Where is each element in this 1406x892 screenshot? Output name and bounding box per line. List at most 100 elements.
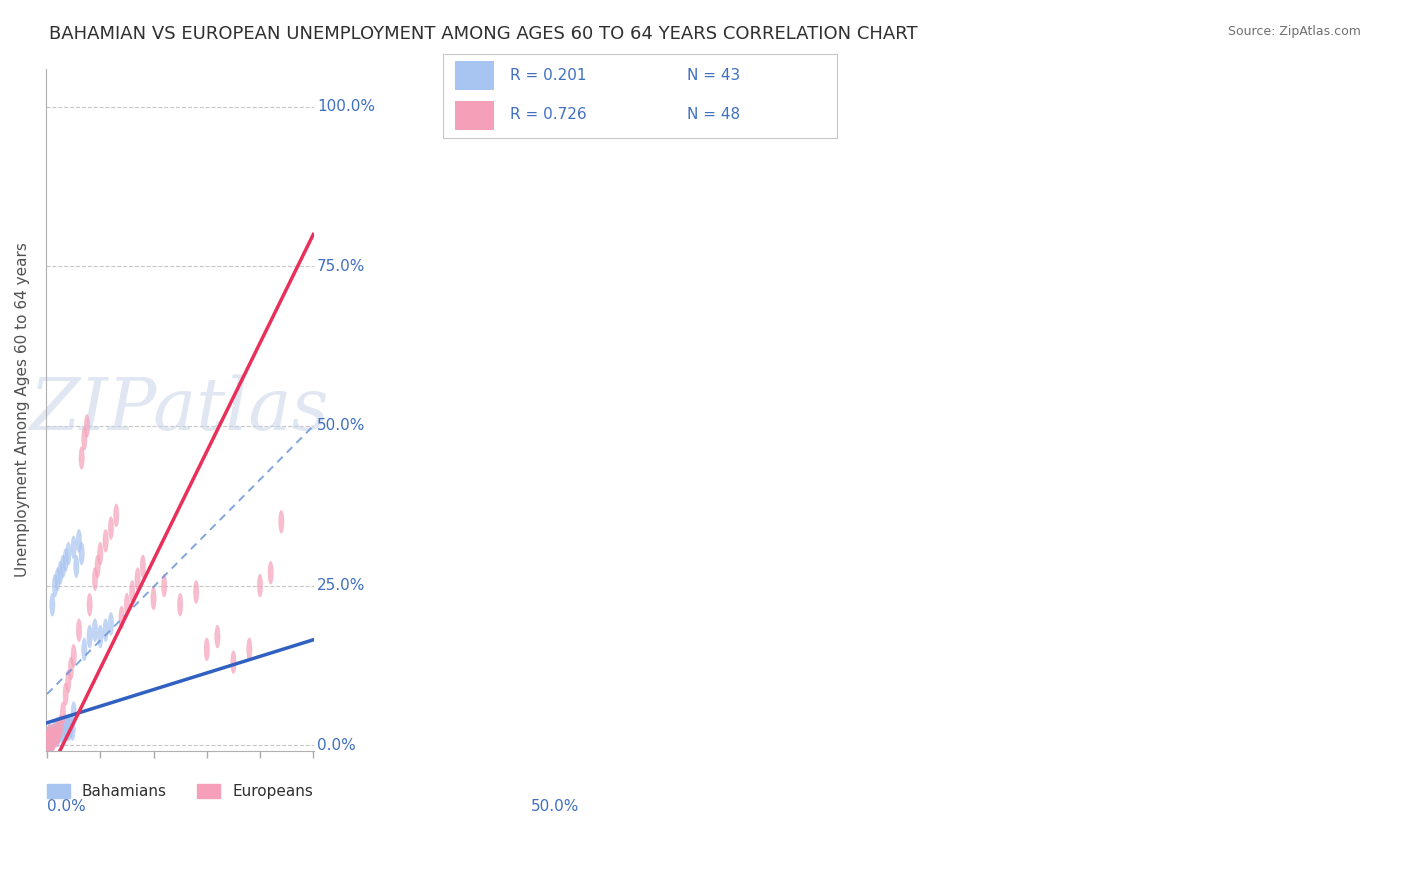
Text: 0.0%: 0.0% bbox=[316, 738, 356, 753]
Ellipse shape bbox=[63, 682, 69, 706]
Text: 0.0%: 0.0% bbox=[46, 799, 86, 814]
Ellipse shape bbox=[49, 593, 55, 616]
Ellipse shape bbox=[46, 731, 51, 754]
Text: 25.0%: 25.0% bbox=[316, 578, 366, 593]
Ellipse shape bbox=[231, 650, 236, 673]
Text: 100.0%: 100.0% bbox=[316, 99, 375, 114]
Ellipse shape bbox=[66, 670, 70, 693]
Ellipse shape bbox=[49, 724, 55, 747]
Ellipse shape bbox=[63, 549, 69, 572]
Ellipse shape bbox=[70, 718, 76, 740]
Ellipse shape bbox=[52, 721, 58, 744]
Text: N = 43: N = 43 bbox=[688, 68, 740, 83]
Ellipse shape bbox=[120, 606, 124, 629]
Ellipse shape bbox=[48, 727, 53, 750]
Ellipse shape bbox=[124, 593, 129, 616]
Text: Source: ZipAtlas.com: Source: ZipAtlas.com bbox=[1227, 25, 1361, 38]
Ellipse shape bbox=[53, 724, 59, 747]
Ellipse shape bbox=[70, 702, 76, 724]
Ellipse shape bbox=[51, 727, 56, 750]
Ellipse shape bbox=[66, 718, 72, 740]
Ellipse shape bbox=[93, 567, 97, 591]
Ellipse shape bbox=[55, 567, 60, 591]
Ellipse shape bbox=[65, 718, 70, 740]
Ellipse shape bbox=[87, 625, 93, 648]
Ellipse shape bbox=[108, 516, 114, 540]
Text: R = 0.201: R = 0.201 bbox=[510, 68, 586, 83]
Ellipse shape bbox=[49, 724, 55, 747]
Ellipse shape bbox=[87, 593, 93, 616]
Ellipse shape bbox=[246, 638, 252, 661]
Ellipse shape bbox=[49, 727, 55, 750]
Ellipse shape bbox=[194, 581, 198, 603]
Ellipse shape bbox=[46, 727, 52, 750]
Ellipse shape bbox=[53, 718, 59, 740]
Ellipse shape bbox=[97, 625, 103, 648]
Ellipse shape bbox=[278, 510, 284, 533]
Ellipse shape bbox=[63, 714, 69, 738]
Text: N = 48: N = 48 bbox=[688, 107, 740, 122]
Ellipse shape bbox=[49, 731, 53, 754]
FancyBboxPatch shape bbox=[454, 101, 494, 130]
Ellipse shape bbox=[269, 561, 273, 584]
Ellipse shape bbox=[141, 555, 146, 578]
Ellipse shape bbox=[135, 567, 141, 591]
Ellipse shape bbox=[49, 731, 53, 754]
Ellipse shape bbox=[69, 714, 73, 738]
Ellipse shape bbox=[51, 727, 56, 750]
Ellipse shape bbox=[66, 714, 70, 738]
Ellipse shape bbox=[114, 504, 120, 527]
Ellipse shape bbox=[97, 542, 103, 566]
Ellipse shape bbox=[59, 721, 65, 744]
Ellipse shape bbox=[52, 574, 58, 597]
Legend: Bahamians, Europeans: Bahamians, Europeans bbox=[41, 778, 319, 805]
Ellipse shape bbox=[45, 731, 51, 754]
Ellipse shape bbox=[82, 427, 87, 450]
Ellipse shape bbox=[84, 415, 90, 437]
Ellipse shape bbox=[52, 724, 58, 747]
Ellipse shape bbox=[93, 619, 97, 641]
Ellipse shape bbox=[48, 731, 53, 754]
Ellipse shape bbox=[129, 581, 135, 603]
Ellipse shape bbox=[60, 718, 66, 740]
Ellipse shape bbox=[58, 718, 63, 740]
Ellipse shape bbox=[48, 731, 53, 754]
Ellipse shape bbox=[49, 727, 55, 750]
Ellipse shape bbox=[215, 625, 221, 648]
Ellipse shape bbox=[70, 536, 76, 558]
Y-axis label: Unemployment Among Ages 60 to 64 years: Unemployment Among Ages 60 to 64 years bbox=[15, 243, 30, 577]
Ellipse shape bbox=[48, 727, 53, 750]
Ellipse shape bbox=[45, 727, 51, 750]
Ellipse shape bbox=[58, 714, 63, 738]
Text: 50.0%: 50.0% bbox=[316, 418, 366, 434]
Text: R = 0.726: R = 0.726 bbox=[510, 107, 586, 122]
Ellipse shape bbox=[55, 721, 60, 744]
Ellipse shape bbox=[60, 702, 66, 724]
Ellipse shape bbox=[162, 574, 167, 597]
Ellipse shape bbox=[103, 529, 108, 552]
Ellipse shape bbox=[70, 644, 76, 667]
Ellipse shape bbox=[96, 555, 100, 578]
Ellipse shape bbox=[76, 529, 82, 552]
Ellipse shape bbox=[108, 612, 114, 635]
Ellipse shape bbox=[51, 724, 56, 747]
Ellipse shape bbox=[46, 727, 52, 750]
Ellipse shape bbox=[56, 721, 62, 744]
Ellipse shape bbox=[45, 727, 51, 750]
Ellipse shape bbox=[56, 718, 62, 740]
Ellipse shape bbox=[204, 638, 209, 661]
Text: 75.0%: 75.0% bbox=[316, 259, 366, 274]
Ellipse shape bbox=[79, 542, 84, 566]
Ellipse shape bbox=[46, 724, 52, 747]
Ellipse shape bbox=[60, 555, 66, 578]
Ellipse shape bbox=[82, 638, 87, 661]
Ellipse shape bbox=[79, 446, 84, 469]
Ellipse shape bbox=[46, 724, 52, 747]
Ellipse shape bbox=[257, 574, 263, 597]
Ellipse shape bbox=[66, 542, 70, 566]
Ellipse shape bbox=[150, 587, 156, 610]
Ellipse shape bbox=[73, 555, 79, 578]
Ellipse shape bbox=[177, 593, 183, 616]
Ellipse shape bbox=[69, 657, 73, 680]
Text: BAHAMIAN VS EUROPEAN UNEMPLOYMENT AMONG AGES 60 TO 64 YEARS CORRELATION CHART: BAHAMIAN VS EUROPEAN UNEMPLOYMENT AMONG … bbox=[49, 25, 918, 43]
